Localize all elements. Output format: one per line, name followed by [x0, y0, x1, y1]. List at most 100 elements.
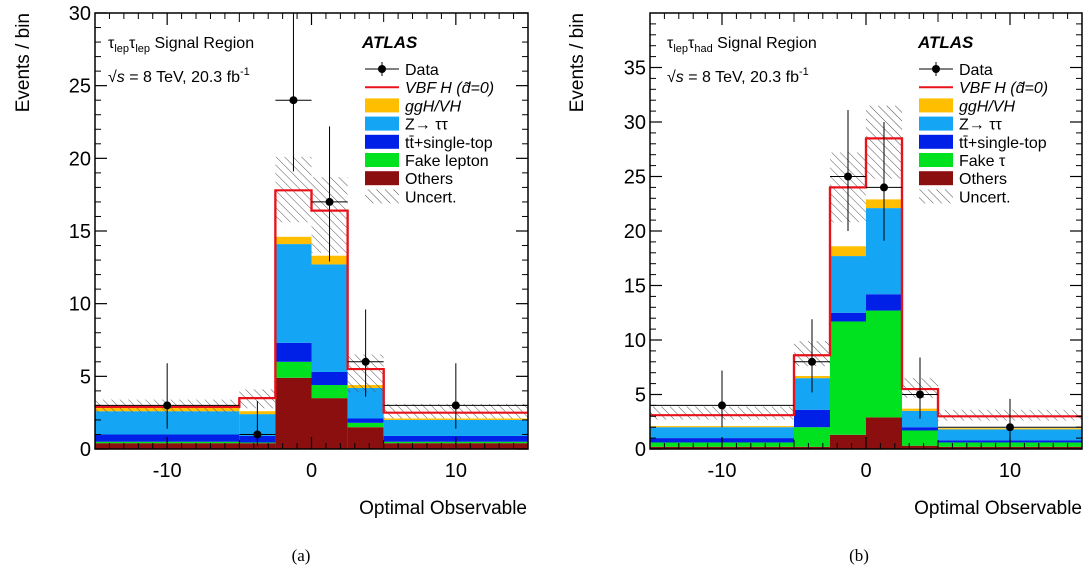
bar-others: [347, 427, 384, 449]
bar-fake-: [866, 310, 902, 418]
y-tick-label: 20: [69, 148, 91, 170]
y-axis-label: Events / bin: [567, 13, 588, 112]
data-point: [880, 183, 888, 192]
x-tick-label: 10: [999, 460, 1021, 482]
y-tick-label: 0: [80, 439, 91, 461]
y-tick-label: 30: [624, 112, 646, 134]
legend-label: tt̄+single-top: [405, 135, 493, 152]
legend-swatch: [919, 98, 953, 113]
data-point: [916, 390, 924, 399]
y-tick-label: 15: [624, 276, 646, 298]
bar-z-: [830, 256, 866, 313]
data-point: [325, 197, 334, 206]
legend-label: tt̄+single-top: [959, 135, 1047, 152]
x-axis-label: Optimal Observable: [359, 498, 527, 519]
data-point: [808, 357, 816, 366]
bar-others: [275, 377, 312, 449]
legend-swatch: [919, 134, 953, 149]
legend-label: VBF H (d̃=0): [405, 80, 494, 97]
energy-label: √s = 8 TeV, 20.3 fb-1: [108, 66, 250, 86]
bar-others: [830, 434, 866, 449]
bar-tt-single-top: [902, 427, 938, 431]
y-tick-label: 5: [80, 366, 91, 388]
bar-fake-: [794, 427, 830, 447]
data-point: [844, 172, 852, 181]
y-axis-label: Events / bin: [13, 13, 34, 112]
data-point: [718, 401, 726, 410]
panel-caption: (a): [292, 546, 311, 565]
legend-swatch: [365, 153, 399, 167]
bar-ggh-vh: [830, 246, 866, 257]
legend-swatch: [919, 153, 953, 167]
legend-swatch: [919, 116, 953, 131]
y-tick-label: 0: [635, 439, 646, 461]
bar-tt-single-top: [794, 409, 830, 428]
bar-z-: [275, 244, 312, 343]
bar-fake-: [902, 430, 938, 446]
bar-fake-lepton: [275, 361, 312, 378]
bar-tt-single-top: [347, 418, 384, 423]
region-label: τlepτlep Signal Region: [108, 35, 254, 55]
data-point: [163, 401, 172, 410]
legend-data-marker: [378, 65, 386, 73]
legend-label: Fake τ: [959, 153, 1006, 170]
legend-swatch: [365, 98, 399, 113]
bar-fake-lepton: [311, 385, 348, 399]
panel-b: 0 5 10 15 20 25 30 35 -10 0 10 τlepτhad Signal Reg…: [567, 12, 1083, 565]
legend-label: Uncert.: [959, 189, 1011, 206]
y-tick-label: 10: [624, 330, 646, 352]
legend-label: Z→ ττ: [405, 117, 449, 134]
legend-data-marker: [932, 65, 940, 73]
y-tick-label: 10: [69, 294, 91, 316]
bar-z-: [902, 410, 938, 428]
legend-label: Data: [959, 62, 993, 79]
panel-caption: (b): [849, 546, 869, 565]
legend-hatch-swatch: [919, 189, 953, 204]
data-point: [289, 96, 298, 105]
bar-fake-lepton: [347, 422, 384, 428]
legend-label: Others: [959, 171, 1007, 188]
experiment-label: ATLAS: [361, 33, 418, 52]
data-point: [253, 430, 262, 439]
y-tick-label: 35: [624, 58, 646, 80]
data-point: [451, 401, 460, 410]
bar-tt-single-top: [275, 342, 312, 362]
legend-label: Data: [405, 62, 439, 79]
x-tick-label: 0: [306, 460, 317, 482]
energy-label: √s = 8 TeV, 20.3 fb-1: [667, 66, 809, 86]
x-tick-label: 0: [860, 460, 871, 482]
bar-ggh-vh: [275, 236, 312, 245]
legend-label: Uncert.: [405, 189, 457, 206]
bar-fake-: [830, 321, 866, 435]
y-tick-label: 30: [69, 3, 91, 25]
bar-tt-single-top: [311, 371, 348, 386]
x-tick-label: -10: [153, 460, 182, 482]
legend-hatch-swatch: [365, 189, 399, 204]
bar-others: [902, 445, 938, 449]
legend-swatch: [365, 134, 399, 149]
legend-label: Fake lepton: [405, 153, 489, 170]
y-tick-label: 5: [635, 385, 646, 407]
y-tick-label: 20: [624, 221, 646, 243]
x-axis-label: Optimal Observable: [914, 498, 1082, 519]
legend-label: Others: [405, 171, 453, 188]
panel-a: 0 5 10 15 20 25 30 -10 0 10 τlepτlep Signal Regio…: [13, 3, 529, 565]
legend-swatch: [365, 171, 399, 186]
bar-tt-single-top: [830, 312, 866, 322]
bar-z-: [311, 264, 348, 372]
y-tick-label: 25: [624, 167, 646, 189]
bar-others: [311, 398, 348, 449]
bar-z-: [650, 427, 794, 439]
legend-swatch: [919, 171, 953, 186]
legend-label: ggH/VH: [405, 98, 461, 115]
y-tick-label: 15: [69, 221, 91, 243]
bar-others: [866, 417, 902, 449]
legend-swatch: [365, 116, 399, 131]
data-point: [361, 357, 370, 366]
experiment-label: ATLAS: [917, 33, 974, 52]
y-tick-label: 25: [69, 76, 91, 98]
bar-others: [794, 446, 830, 449]
